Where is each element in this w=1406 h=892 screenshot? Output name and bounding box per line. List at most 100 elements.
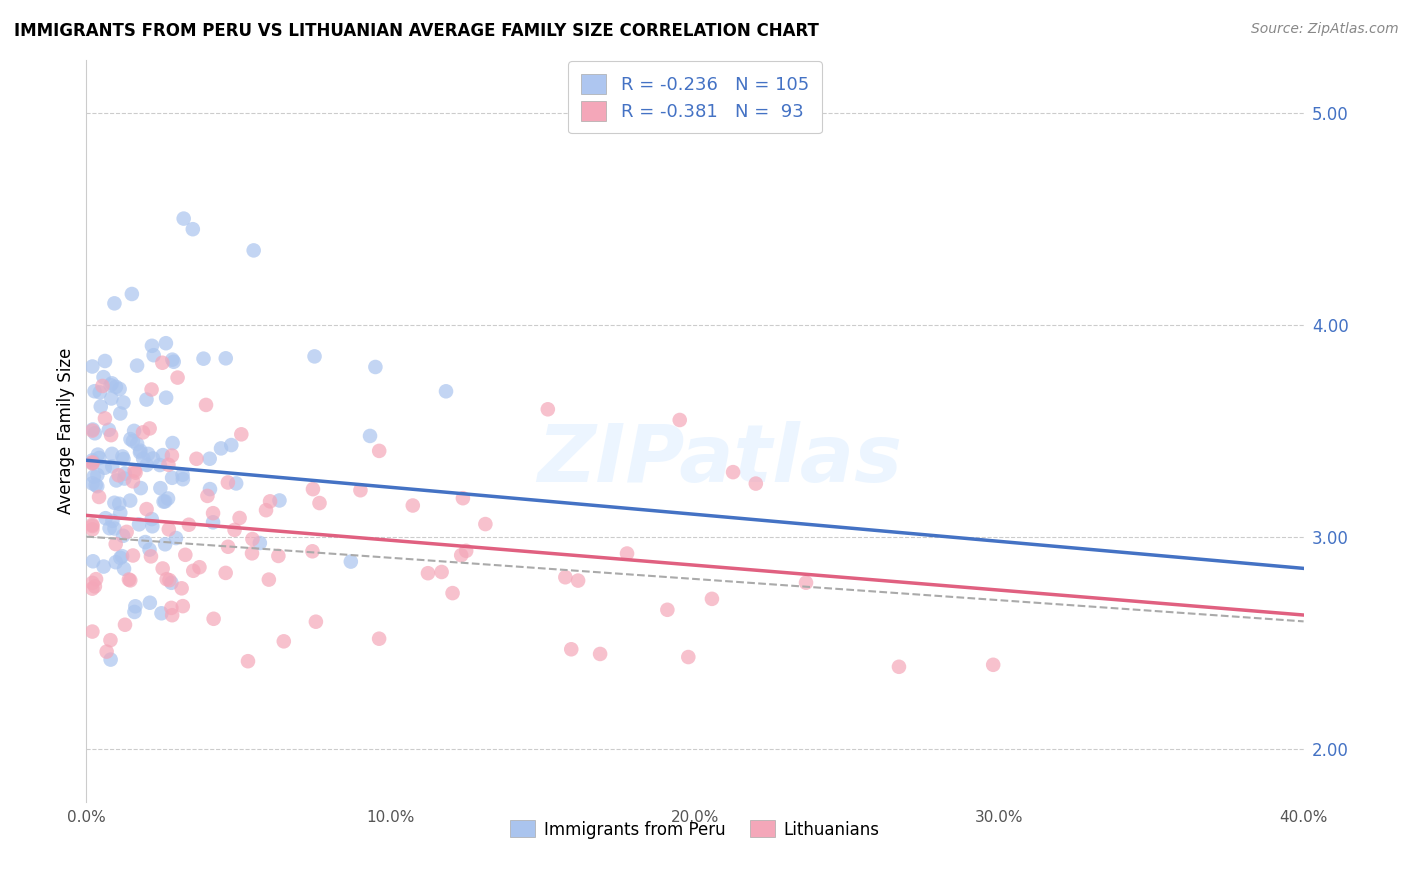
Point [267, 549, 290, 563]
Point [172, 467, 194, 482]
Text: ZIPatlas: ZIPatlas [537, 421, 901, 500]
Point [150, 356, 173, 370]
Point [368, 443, 391, 458]
Point [554, 570, 576, 584]
Point [197, 489, 219, 503]
Point [139, 596, 162, 610]
Point [202, 612, 225, 626]
Point [135, 458, 157, 472]
Point [138, 421, 160, 435]
Point [981, 657, 1004, 672]
Point [111, 450, 134, 464]
Point [101, 447, 124, 461]
Point [157, 522, 180, 536]
Point [124, 599, 146, 614]
Point [193, 351, 215, 366]
Point [794, 575, 817, 590]
Point [308, 496, 330, 510]
Point [156, 491, 179, 506]
Point [82, 456, 104, 470]
Point [152, 494, 174, 508]
Point [136, 447, 159, 461]
Point [89, 385, 111, 400]
Point [124, 605, 146, 619]
Point [129, 445, 152, 459]
Point [700, 591, 723, 606]
Point [110, 407, 132, 421]
Point [174, 548, 197, 562]
Point [221, 438, 243, 452]
Point [166, 370, 188, 384]
Point [111, 549, 134, 564]
Point [416, 566, 439, 581]
Point [430, 565, 453, 579]
Point [153, 537, 176, 551]
Point [745, 476, 768, 491]
Point [87, 448, 110, 462]
Point [82, 422, 104, 436]
Point [209, 442, 232, 456]
Point [94, 511, 117, 525]
Point [86, 467, 108, 482]
Point [177, 517, 200, 532]
Point [188, 560, 211, 574]
Point [198, 451, 221, 466]
Point [441, 586, 464, 600]
Point [567, 574, 589, 588]
Point [103, 296, 125, 310]
Point [616, 547, 638, 561]
Point [668, 413, 690, 427]
Point [100, 392, 122, 406]
Point [104, 380, 127, 394]
Point [87, 490, 110, 504]
Point [560, 642, 582, 657]
Point [172, 599, 194, 614]
Point [104, 537, 127, 551]
Point [100, 428, 122, 442]
Point [93, 559, 115, 574]
Point [121, 287, 143, 301]
Point [186, 451, 208, 466]
Point [225, 476, 247, 491]
Point [101, 514, 124, 528]
Point [108, 497, 131, 511]
Point [153, 494, 176, 508]
Point [129, 443, 152, 458]
Point [110, 550, 132, 565]
Point [86, 479, 108, 493]
Point [118, 573, 141, 587]
Point [678, 650, 700, 665]
Point [103, 521, 125, 535]
Point [112, 529, 135, 543]
Point [108, 382, 131, 396]
Point [141, 512, 163, 526]
Point [149, 481, 172, 495]
Point [142, 348, 165, 362]
Point [349, 483, 371, 498]
Point [198, 482, 221, 496]
Point [217, 540, 239, 554]
Point [152, 561, 174, 575]
Point [120, 432, 142, 446]
Point [83, 384, 105, 399]
Point [107, 468, 129, 483]
Point [657, 603, 679, 617]
Point [114, 467, 136, 481]
Point [172, 472, 194, 486]
Point [141, 339, 163, 353]
Point [142, 451, 165, 466]
Point [340, 555, 363, 569]
Point [450, 548, 472, 562]
Point [302, 482, 325, 496]
Point [163, 355, 186, 369]
Point [120, 493, 142, 508]
Point [165, 531, 187, 545]
Point [135, 392, 157, 407]
Point [100, 378, 122, 392]
Point [82, 519, 104, 533]
Point [249, 536, 271, 550]
Point [112, 452, 135, 467]
Point [90, 400, 112, 414]
Point [160, 471, 183, 485]
Point [195, 398, 218, 412]
